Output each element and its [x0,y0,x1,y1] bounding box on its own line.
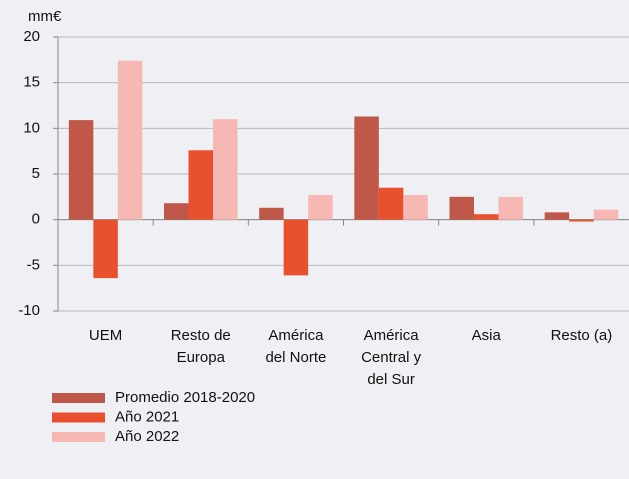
bar [378,187,404,220]
bar [308,195,333,220]
unit-label: mm€ [28,8,62,25]
bar [93,219,118,279]
x-tick-label: América del Norte [265,327,326,366]
x-tick-label: Resto (a) [551,327,613,344]
x-tick-label-line: Resto (a) [551,327,613,344]
x-tick-label-line: Asia [472,327,502,344]
bar [68,120,94,220]
y-tick-label: 10 [23,119,40,136]
bar [117,60,143,220]
x-tick-label: Asia [472,327,502,344]
bar [283,219,309,276]
x-tick-label: Resto de Europa [171,327,231,366]
bar [474,214,499,220]
legend-swatch [52,393,105,403]
x-tick-label-line: América [268,327,324,344]
x-tick-label-line: América [364,327,420,344]
bar [164,203,189,220]
x-tick-label-line: Central y [361,349,422,366]
bar [188,150,213,220]
bar [569,219,594,222]
bar [544,212,570,220]
y-tick-label: -5 [27,256,40,273]
bar [593,209,619,220]
x-tick-label: UEM [89,327,122,344]
bar [449,196,474,220]
y-tick-label: 5 [32,165,40,182]
y-tick-label: 0 [32,211,40,228]
legend-label: Promedio 2018-2020 [115,389,255,406]
y-tick-label: 15 [23,74,40,91]
bar [403,195,428,220]
x-tick-label-line: Resto de [171,327,231,344]
legend-label: Año 2022 [115,428,179,445]
legend-swatch [52,412,105,423]
x-tick-label: América Central y del Sur [361,327,422,388]
x-tick-label-line: del Sur [367,371,415,388]
bar [259,207,284,220]
y-tick-label: 20 [23,28,40,45]
legend-swatch [52,432,105,442]
bar [498,196,523,220]
bar [354,116,379,220]
x-tick-label-line: UEM [89,327,122,344]
x-tick-label-line: del Norte [265,349,326,366]
legend-label: Año 2021 [115,408,179,425]
x-tick-label-line: Europa [177,349,226,366]
bar [213,119,238,220]
y-tick-label: -10 [18,302,40,319]
